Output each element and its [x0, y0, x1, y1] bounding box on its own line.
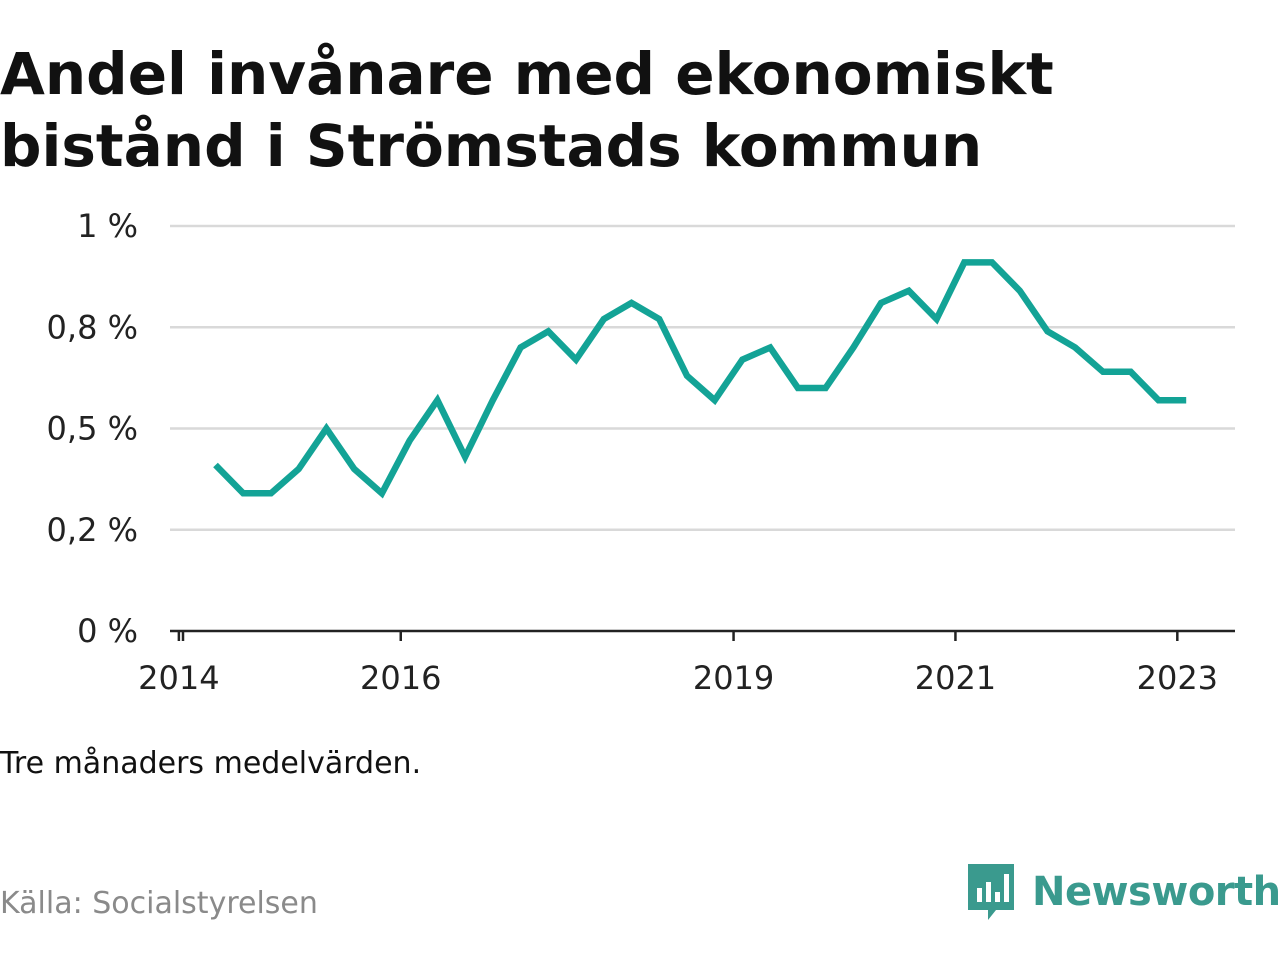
y-axis-tick-labels: 0 % 0,2 % 0,5 % 0,8 % 1 %	[47, 207, 138, 650]
line-chart: 0 %0,2 %0,5 %0,8 %1 % 2014 2016 2019 2021 20…	[47, 207, 1235, 697]
grid-lines	[170, 224, 1235, 531]
x-tick-label: 2021	[915, 659, 996, 697]
y-tick-label: 0,8 %	[47, 308, 138, 346]
brand-logo: Newsworthy	[966, 862, 1280, 922]
y-tick-label: 1 %	[77, 207, 138, 245]
x-tick-label: 2016	[360, 659, 441, 697]
y-tick-label: 0,5 %	[47, 410, 138, 448]
y-tick-label: 0 %	[77, 612, 138, 650]
chart-note: Tre månaders medelvärden.	[0, 746, 422, 781]
x-tick-label: 2014	[138, 659, 219, 697]
x-tick-label: 2023	[1137, 659, 1218, 697]
x-tick-label: 2019	[693, 659, 774, 697]
series-line	[213, 259, 1187, 499]
data-series	[213, 259, 1187, 499]
source-credit: Källa: Socialstyrelsen	[0, 886, 318, 921]
newsworthy-logo-icon	[968, 864, 1014, 920]
brand-name: Newsworthy	[1032, 869, 1280, 915]
x-axis	[170, 629, 1235, 641]
x-axis-tick-labels: 2014 2016 2019 2021 2023	[138, 631, 1218, 697]
y-tick-label: 0,2 %	[47, 511, 138, 549]
chart-title: Andel invånare med ekonomiskt bistånd i …	[0, 40, 1054, 180]
